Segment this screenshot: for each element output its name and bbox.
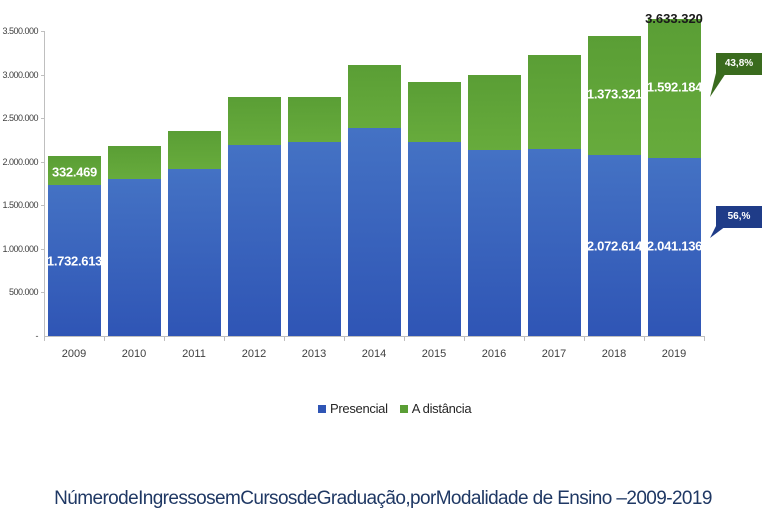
x-tick-mark <box>584 336 585 341</box>
bar-segment-presencial <box>228 145 281 336</box>
bar-2019: 1.592.184 2.041.136 <box>646 19 703 336</box>
bar-segment-distancia <box>408 81 461 142</box>
y-tick-label: 1.500.000 <box>2 200 38 210</box>
callout-pointer-icon <box>710 226 726 238</box>
x-tick-label: 2012 <box>241 348 267 360</box>
bar-2014 <box>348 64 401 336</box>
total-label-2019: 3.633.320 <box>645 11 703 26</box>
callout-distancia-percent: 43,8% <box>710 53 762 97</box>
bar-segment-distancia <box>348 64 401 128</box>
bar-2012 <box>228 97 281 336</box>
x-tick-label: 2011 <box>182 348 206 360</box>
bar-2010 <box>108 146 161 336</box>
bar-2009: 332.469 1.732.613 <box>46 156 103 336</box>
bar-segment-distancia <box>468 75 521 150</box>
x-tick-mark <box>644 336 645 341</box>
y-tick-mark <box>41 205 45 206</box>
data-label-presencial: 2.072.614 <box>586 238 643 254</box>
data-label-presencial: 2.041.136 <box>646 238 703 254</box>
bar-segment-presencial: 2.041.136 <box>646 158 703 336</box>
x-tick-mark <box>284 336 285 341</box>
bar-segment-presencial: 1.732.613 <box>46 185 103 336</box>
bar-2017 <box>528 54 581 336</box>
bar-segment-presencial <box>168 168 221 336</box>
bar-segment-distancia: 1.592.184 <box>646 19 703 159</box>
bar-2013 <box>288 97 341 336</box>
x-tick-mark <box>224 336 225 341</box>
y-tick-label: 1.000.000 <box>2 244 38 254</box>
y-tick-mark <box>41 292 45 293</box>
legend-item-distancia: A distância <box>399 401 472 416</box>
y-tick-label: - <box>35 331 39 341</box>
callout-presencial-text: 56,% <box>727 211 751 222</box>
x-tick-mark <box>524 336 525 341</box>
bar-2011 <box>168 131 221 336</box>
y-tick-label: 3.500.000 <box>2 26 38 36</box>
y-tick-label: 3.000.000 <box>2 70 38 80</box>
callout-presencial-percent: 56,% <box>710 206 762 238</box>
callout-distancia-text: 43,8% <box>724 58 754 69</box>
data-label-presencial: 1.732.613 <box>46 253 103 269</box>
bar-segment-distancia: 1.373.321 <box>586 35 643 156</box>
x-tick-mark <box>164 336 165 341</box>
bar-2015 <box>408 81 461 336</box>
legend-label-distancia: A distância <box>411 401 472 416</box>
x-tick-mark <box>464 336 465 341</box>
bar-2016 <box>468 75 521 336</box>
y-tick-mark <box>41 162 45 163</box>
bar-segment-presencial <box>468 149 521 336</box>
bar-segment-distancia <box>168 131 221 169</box>
x-tick-label: 2013 <box>301 348 327 360</box>
x-tick-mark <box>344 336 345 341</box>
legend-swatch-presencial <box>318 404 326 413</box>
bar-segment-presencial <box>348 127 401 336</box>
legend: Presencial A distância <box>318 401 483 416</box>
x-tick-label: 2014 <box>361 348 387 360</box>
y-tick-label: 500.000 <box>8 287 39 297</box>
bar-segment-presencial <box>408 141 461 336</box>
legend-item-presencial: Presencial <box>318 401 388 416</box>
x-tick-label: 2017 <box>541 348 567 360</box>
legend-swatch-distancia <box>399 404 408 413</box>
x-tick-label: 2015 <box>421 348 447 360</box>
x-tick-label: 2016 <box>481 348 507 360</box>
x-axis-line <box>44 336 705 337</box>
bar-segment-distancia <box>288 97 341 142</box>
bar-segment-distancia: 332.469 <box>48 156 101 185</box>
bar-segment-presencial <box>528 148 581 336</box>
y-tick-label: 2.500.000 <box>2 113 38 123</box>
x-tick-label: 2010 <box>121 348 147 360</box>
x-tick-mark <box>704 336 705 341</box>
x-tick-mark <box>404 336 405 341</box>
data-label-distancia: 1.373.321 <box>586 86 643 102</box>
y-tick-label: 2.000.000 <box>2 157 38 167</box>
y-axis-line <box>44 31 45 337</box>
y-tick-mark <box>41 118 45 119</box>
bar-segment-distancia <box>528 54 581 149</box>
chart-caption: NúmerodeIngressosemCursosdeGraduação,por… <box>54 488 712 509</box>
x-tick-label: 2019 <box>661 348 687 360</box>
bar-2018: 1.373.321 2.072.614 <box>586 35 643 336</box>
y-tick-mark <box>41 75 45 76</box>
callout-pointer-icon <box>710 73 726 97</box>
data-label-distancia: 1.592.184 <box>646 79 703 95</box>
data-label-distancia: 332.469 <box>52 164 97 180</box>
y-tick-mark <box>41 31 45 32</box>
x-tick-label: 2018 <box>601 348 627 360</box>
x-tick-mark <box>104 336 105 341</box>
x-tick-mark <box>44 336 45 341</box>
bar-segment-distancia <box>108 146 161 180</box>
bar-segment-presencial: 2.072.614 <box>586 155 643 336</box>
bar-segment-presencial <box>288 141 341 336</box>
bar-segment-presencial <box>108 179 161 336</box>
legend-label-presencial: Presencial <box>330 401 388 416</box>
bar-segment-distancia <box>228 97 281 146</box>
y-tick-mark <box>41 249 45 250</box>
x-tick-label: 2009 <box>61 348 87 360</box>
